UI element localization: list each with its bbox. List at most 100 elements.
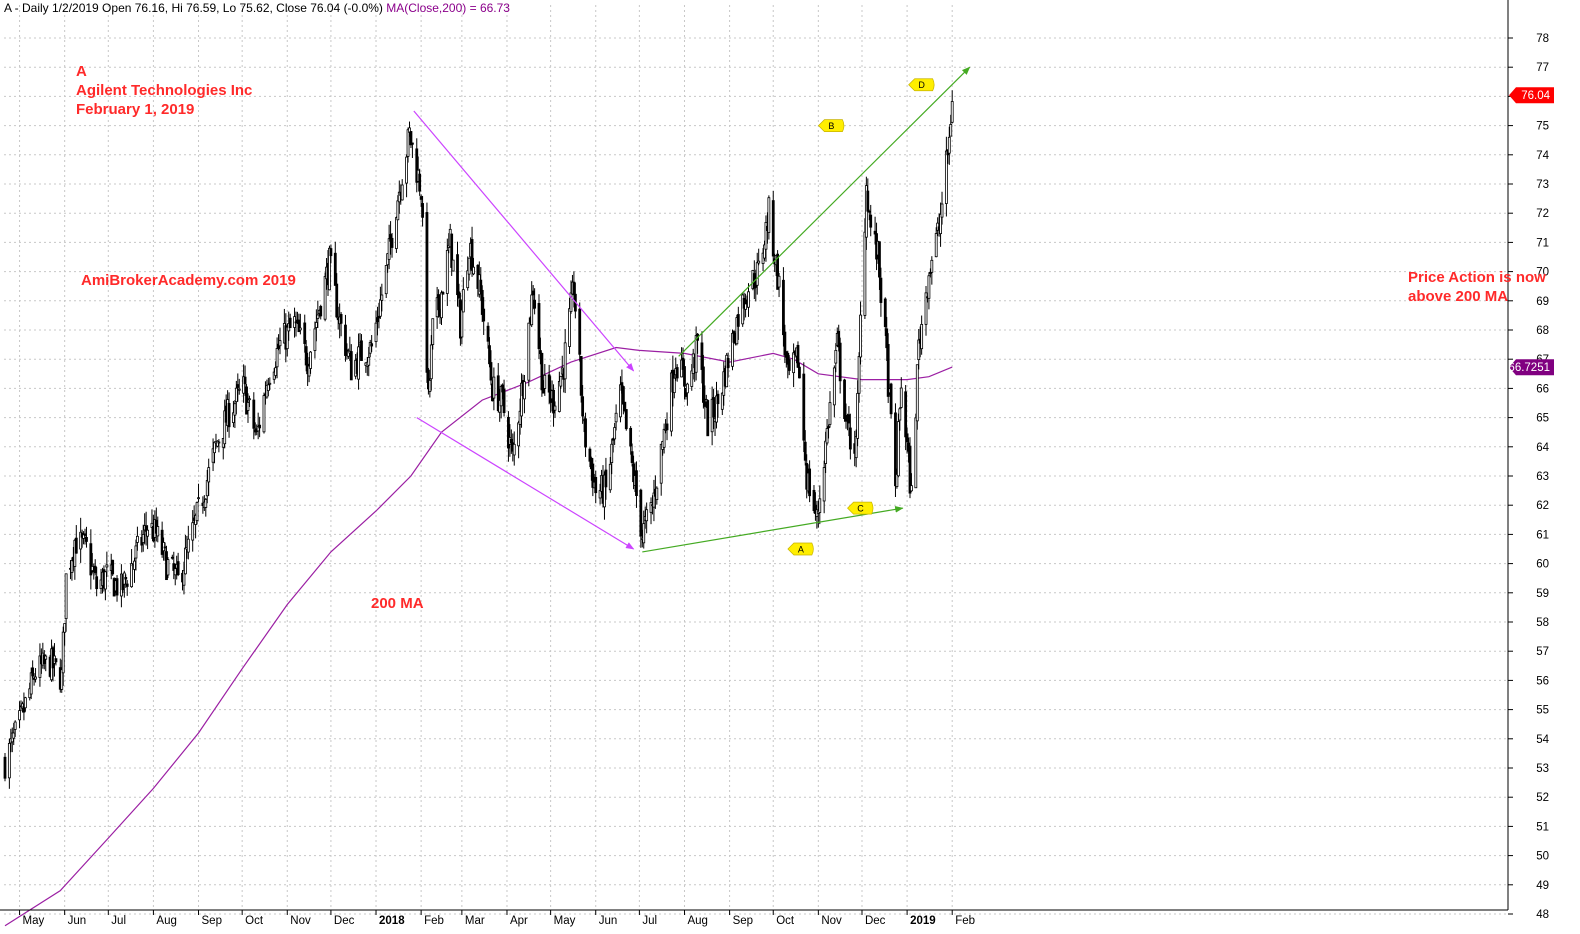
point-marker-c: C (847, 501, 874, 515)
candle-body (924, 292, 928, 325)
candle-body (124, 577, 128, 580)
candle (74, 525, 78, 554)
candle (621, 385, 625, 415)
candle (619, 376, 622, 423)
candle-body (802, 373, 806, 441)
candle (156, 516, 160, 543)
candle-body (278, 340, 282, 347)
candle (649, 497, 653, 525)
y-tick-label: 51 (1536, 821, 1549, 833)
candle-body (623, 401, 627, 411)
company-annotation: A Agilent Technologies Inc February 1, 2… (76, 62, 252, 119)
candle (384, 265, 388, 299)
candle (275, 337, 279, 379)
chart-header: A - Daily 1/2/2019 Open 76.16, Hi 76.59,… (4, 1, 510, 15)
candle (950, 90, 954, 124)
site-annotation: AmiBrokerAcademy.com 2019 (81, 272, 296, 289)
candle (451, 259, 455, 272)
x-tick-label: Jul (642, 915, 657, 927)
y-tick-label: 48 (1536, 909, 1549, 921)
candle-body (619, 384, 622, 418)
candle (95, 567, 99, 597)
candle (328, 245, 331, 291)
x-tick-label: May (554, 915, 576, 927)
candle (227, 392, 231, 438)
candle (85, 526, 88, 548)
candle-body (31, 667, 35, 677)
candle-body (947, 136, 951, 154)
candle (659, 443, 663, 496)
candle (176, 552, 180, 577)
swing-point-markers: A B C D (787, 78, 935, 556)
candle (380, 283, 384, 312)
candle-body (83, 533, 87, 536)
candle-body (252, 399, 256, 429)
candle (530, 281, 534, 328)
candle (581, 385, 585, 424)
candle (191, 510, 195, 552)
y-tick-label: 60 (1536, 559, 1549, 571)
candlestick-series (3, 90, 954, 789)
candle-body (328, 247, 331, 291)
candle-body (604, 469, 608, 488)
candle (777, 272, 781, 298)
candle-body (456, 254, 459, 296)
candle-body (125, 583, 129, 587)
candle (608, 457, 612, 493)
candle-body (502, 388, 506, 414)
candle-body (857, 356, 861, 394)
point-marker-b: B (817, 119, 845, 132)
candle (136, 526, 139, 551)
candle-body (848, 427, 852, 450)
candle-body (429, 344, 433, 380)
candle-body (610, 443, 614, 464)
candle-body (136, 535, 139, 543)
chart-title: A - Daily 1/2/2019 Open 76.16, Hi 76.59,… (4, 1, 383, 15)
candle-body (771, 200, 775, 257)
candle (133, 557, 136, 583)
candle (584, 412, 587, 457)
y-tick-label: 57 (1536, 646, 1549, 658)
candle (635, 461, 638, 508)
last-close-badge-label: 76.04 (1521, 90, 1550, 102)
candle-body (428, 379, 432, 392)
candle (832, 365, 836, 418)
candle-body (314, 322, 318, 328)
candle-body (777, 275, 781, 288)
candle-body (886, 343, 890, 397)
candle-body (134, 545, 138, 559)
candle-body (755, 262, 759, 286)
candle (908, 437, 912, 499)
candle-body (792, 352, 796, 374)
candle-body (227, 402, 231, 428)
candle-body (899, 387, 903, 408)
candle (802, 362, 806, 453)
y-tick-label: 74 (1536, 150, 1549, 162)
x-tick-label: Dec (334, 915, 355, 927)
candle-body (323, 276, 327, 320)
candle (428, 378, 432, 398)
candle-body (237, 388, 241, 391)
candle-body (204, 498, 208, 508)
candle-body (95, 576, 99, 590)
candle-body (533, 299, 537, 309)
candle-body (451, 259, 455, 272)
candle (115, 575, 119, 602)
candle-body (683, 366, 686, 387)
x-tick-label: Feb (424, 915, 444, 927)
candle-body (645, 509, 649, 522)
y-tick-label: 62 (1536, 500, 1549, 512)
candle (783, 324, 787, 364)
candle-body (726, 357, 730, 369)
candle (878, 241, 881, 290)
y-tick-label: 55 (1536, 705, 1549, 717)
candle-body (614, 412, 618, 423)
candle-body (440, 292, 443, 319)
candle (105, 551, 109, 577)
candle (319, 304, 323, 320)
candle-body (527, 322, 531, 381)
x-tick-label: Feb (955, 915, 975, 927)
candle-body (268, 382, 272, 385)
candle (527, 322, 531, 387)
